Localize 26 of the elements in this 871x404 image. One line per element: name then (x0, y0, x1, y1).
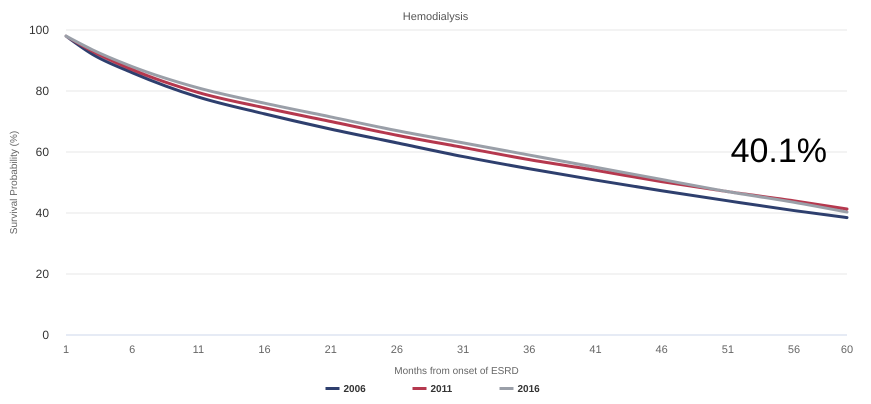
legend-label: 2016 (518, 384, 540, 395)
x-tick-label: 16 (258, 344, 271, 356)
x-tick-label: 60 (840, 344, 854, 356)
x-tick-label: 1 (62, 344, 70, 356)
y-tick-label: 60 (36, 145, 50, 159)
chart-title: Hemodialysis (402, 11, 469, 23)
y-tick-label: 20 (36, 267, 50, 281)
annotation: 40.1% (730, 132, 827, 170)
y-tick-label: 100 (28, 23, 50, 37)
y-tick-label: 0 (42, 328, 50, 342)
y-axis-title: Survival Probability (%) (9, 130, 20, 234)
x-tick-label: 56 (788, 344, 800, 356)
legend-label: 2006 (344, 384, 366, 395)
x-tick-label: 41 (589, 344, 602, 356)
x-tick-label: 26 (390, 344, 404, 356)
x-tick-label: 21 (324, 344, 337, 356)
x-axis-title: Months from onset of ESRD (394, 366, 519, 377)
x-tick-label: 51 (722, 344, 734, 356)
x-tick-label: 46 (656, 344, 668, 356)
x-tick-label: 6 (129, 344, 136, 356)
x-tick-label: 31 (456, 344, 470, 356)
y-tick-label: 40 (36, 206, 50, 220)
x-tick-label: 11 (192, 344, 204, 356)
x-tick-label: 36 (523, 344, 536, 356)
legend-label: 2011 (430, 384, 453, 395)
y-tick-label: 80 (36, 84, 50, 98)
